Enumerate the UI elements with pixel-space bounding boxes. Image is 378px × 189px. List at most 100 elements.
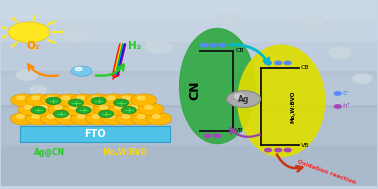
Circle shape: [201, 43, 208, 47]
Text: H₂: H₂: [128, 41, 141, 51]
Text: Ag: Ag: [238, 94, 249, 104]
Circle shape: [85, 105, 92, 109]
Circle shape: [17, 96, 25, 100]
Circle shape: [219, 43, 226, 47]
Circle shape: [122, 96, 130, 100]
Circle shape: [68, 99, 84, 106]
Bar: [1, 19, 377, 47]
Circle shape: [209, 43, 216, 47]
Circle shape: [353, 74, 372, 83]
Circle shape: [32, 96, 39, 100]
Text: Ag@CN: Ag@CN: [34, 148, 65, 157]
Circle shape: [32, 115, 39, 118]
Circle shape: [71, 112, 96, 125]
Circle shape: [115, 105, 122, 109]
Circle shape: [101, 94, 127, 106]
Circle shape: [30, 86, 46, 94]
Text: h⁺: h⁺: [343, 103, 351, 109]
Circle shape: [62, 96, 70, 100]
Circle shape: [8, 22, 50, 43]
Circle shape: [235, 94, 243, 98]
Circle shape: [335, 92, 341, 95]
Circle shape: [11, 94, 36, 106]
Circle shape: [284, 148, 291, 152]
Bar: [1, 105, 377, 146]
Circle shape: [116, 112, 141, 125]
Ellipse shape: [180, 29, 255, 144]
Circle shape: [227, 91, 260, 107]
Circle shape: [40, 112, 66, 125]
Circle shape: [40, 94, 66, 106]
Circle shape: [300, 16, 327, 29]
Circle shape: [56, 112, 81, 125]
Circle shape: [77, 115, 85, 118]
Circle shape: [91, 97, 106, 105]
Circle shape: [138, 115, 145, 118]
Circle shape: [353, 74, 372, 83]
Circle shape: [130, 105, 138, 109]
Circle shape: [328, 47, 351, 58]
Bar: [1, 146, 377, 186]
Circle shape: [17, 115, 25, 118]
Circle shape: [26, 112, 51, 125]
Circle shape: [26, 94, 51, 106]
Circle shape: [30, 86, 46, 94]
Circle shape: [18, 103, 43, 116]
Text: O₂: O₂: [26, 41, 39, 51]
Circle shape: [78, 103, 104, 116]
Circle shape: [31, 106, 46, 114]
Bar: [1, 71, 377, 108]
Circle shape: [131, 94, 156, 106]
Circle shape: [92, 115, 100, 118]
Text: CB: CB: [235, 48, 244, 53]
Circle shape: [145, 105, 152, 109]
Circle shape: [265, 148, 271, 152]
Circle shape: [48, 103, 74, 116]
Circle shape: [275, 61, 282, 64]
Circle shape: [58, 26, 90, 42]
Circle shape: [214, 134, 221, 137]
Circle shape: [11, 112, 36, 125]
Text: Oxidation reaction: Oxidation reaction: [296, 159, 356, 185]
Circle shape: [138, 96, 145, 100]
Text: VB: VB: [301, 143, 309, 148]
Circle shape: [146, 41, 172, 54]
Text: CB: CB: [301, 65, 310, 70]
Circle shape: [131, 112, 156, 125]
Text: VB: VB: [235, 128, 244, 133]
Circle shape: [47, 115, 54, 118]
Circle shape: [108, 103, 134, 116]
Circle shape: [215, 14, 238, 25]
Circle shape: [46, 97, 61, 105]
Circle shape: [58, 26, 90, 42]
Text: Mo,W:BVO: Mo,W:BVO: [291, 90, 296, 123]
Circle shape: [100, 105, 107, 109]
Bar: [20, 126, 170, 142]
Circle shape: [284, 61, 291, 64]
Text: CN: CN: [188, 81, 201, 100]
Circle shape: [114, 99, 129, 106]
Circle shape: [39, 105, 47, 109]
Bar: [1, 42, 377, 75]
Circle shape: [215, 14, 238, 25]
Circle shape: [47, 96, 54, 100]
Circle shape: [93, 103, 119, 116]
Circle shape: [99, 110, 114, 118]
Circle shape: [300, 16, 327, 29]
Text: Mo,W:BVO: Mo,W:BVO: [102, 148, 147, 157]
Circle shape: [56, 94, 81, 106]
Circle shape: [77, 96, 85, 100]
Circle shape: [33, 103, 59, 116]
Circle shape: [204, 134, 211, 137]
Circle shape: [265, 61, 271, 64]
Text: e⁻: e⁻: [343, 91, 351, 96]
Circle shape: [101, 112, 127, 125]
Bar: [1, 1, 377, 23]
Circle shape: [107, 96, 115, 100]
Circle shape: [25, 105, 32, 109]
Circle shape: [335, 105, 341, 108]
Circle shape: [146, 41, 172, 54]
Circle shape: [71, 94, 96, 106]
Circle shape: [53, 110, 68, 118]
Circle shape: [107, 115, 115, 118]
